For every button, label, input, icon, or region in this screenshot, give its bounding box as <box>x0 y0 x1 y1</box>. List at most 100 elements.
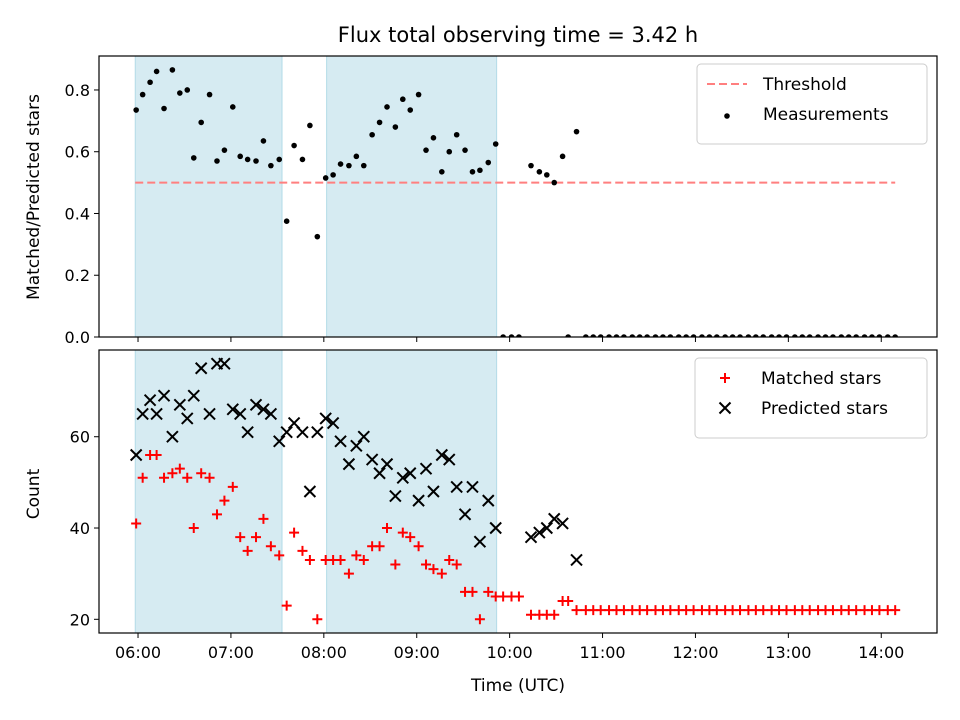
matched-star-point <box>405 532 416 543</box>
measurement-point <box>884 334 891 337</box>
measurement-point <box>536 168 543 175</box>
bottom-panel: 20 40 60 06:00 07:00 08:00 09:00 10:00 11:00 12:0… <box>70 349 938 662</box>
predicted-star-point <box>443 453 456 466</box>
predicted-star-point <box>334 435 347 448</box>
measurement-point <box>706 334 713 337</box>
matched-star-point <box>642 605 653 616</box>
measurement-point <box>446 148 453 155</box>
matched-star-point <box>297 545 308 556</box>
predicted-star-point <box>450 480 463 494</box>
measurement-point <box>776 334 782 337</box>
predicted-star-point <box>412 494 425 507</box>
bottom-legend-box <box>694 357 928 439</box>
matched-star-point <box>196 468 207 479</box>
measurement-point <box>745 334 752 337</box>
measurement-point <box>853 334 859 337</box>
measurement-point <box>508 334 515 337</box>
x-tick-label: 14:00 <box>858 643 904 662</box>
measurement-point <box>559 153 566 160</box>
predicted-star-point <box>181 412 194 425</box>
predicted-star-point <box>482 494 495 507</box>
matched-star-point <box>436 568 447 579</box>
bottom-series-predicted-stars <box>129 357 583 567</box>
matched-star-point <box>827 605 838 616</box>
matched-star-point <box>688 605 699 616</box>
bottom-y-axis-label: Count <box>24 468 44 519</box>
matched-star-point <box>289 527 300 538</box>
measurement-point <box>822 334 829 337</box>
measurement-point <box>291 142 297 149</box>
measurement-point <box>861 334 868 337</box>
matched-star-point <box>711 605 722 616</box>
measurement-point <box>190 155 197 161</box>
measurement-point <box>660 334 666 337</box>
matched-star-point <box>874 605 885 616</box>
predicted-star-point <box>194 362 208 375</box>
x-tick-label: 09:00 <box>394 643 440 662</box>
measurement-point <box>469 168 476 175</box>
predicted-star-point <box>303 485 317 498</box>
matched-star-point <box>483 586 494 597</box>
measurement-point <box>153 68 160 75</box>
matched-star-point <box>563 596 574 607</box>
measurement-point <box>415 91 422 98</box>
measurement-point <box>629 334 636 337</box>
measurement-point <box>690 334 697 337</box>
predicted-star-point <box>350 439 363 453</box>
measurement-point <box>369 131 375 138</box>
top-series-measurements <box>133 67 898 337</box>
top-axes-frame <box>98 55 938 338</box>
top-legend-box <box>696 63 928 145</box>
measurement-point <box>892 334 898 337</box>
x-tick-label: 10:00 <box>487 643 533 662</box>
predicted-star-point <box>280 425 293 439</box>
predicted-star-point <box>273 435 286 448</box>
bottom-axes-frame <box>98 349 938 634</box>
matched-star-point <box>182 472 193 483</box>
top-y-tick-label: 0.0 <box>65 328 90 347</box>
matched-star-point <box>242 545 253 556</box>
predicted-star-point <box>157 389 171 402</box>
matched-star-point <box>251 532 262 543</box>
predicted-star-point <box>524 530 538 544</box>
measurement-point <box>606 334 612 337</box>
predicted-star-point <box>203 407 216 421</box>
bottom-y-tick-label: 60 <box>70 428 90 447</box>
matched-star-point <box>549 609 560 620</box>
legend-matched-swatch <box>720 373 730 383</box>
measurement-point <box>838 334 845 337</box>
measurement-point <box>667 334 674 337</box>
measurement-point <box>299 156 306 163</box>
measurement-point <box>477 167 483 174</box>
measurement-point <box>221 147 228 153</box>
measurement-point <box>565 334 571 337</box>
bottom-series-matched-stars <box>131 449 901 625</box>
top-legend: Threshold Measurements <box>696 63 928 145</box>
measurement-point <box>597 334 604 337</box>
matched-star-point <box>390 559 401 570</box>
measurement-point <box>613 334 620 337</box>
measurement-point <box>439 168 445 175</box>
top-shaded-interval-0 <box>134 56 283 337</box>
matched-star-point <box>343 568 354 579</box>
matched-star-point <box>174 463 185 474</box>
predicted-star-point <box>357 430 370 443</box>
measurement-point <box>161 105 167 112</box>
measurement-point <box>806 334 813 337</box>
measurement-point <box>253 158 259 164</box>
top-y-tick-label: 0.2 <box>65 266 90 285</box>
measurement-point <box>551 179 558 186</box>
top-shaded-interval-1 <box>326 56 498 337</box>
matched-star-point <box>665 605 676 616</box>
predicted-star-point <box>389 489 402 503</box>
matched-star-point <box>351 550 362 561</box>
plot-layer: 0.0 0.2 0.4 0.6 0.8 Threshold Measurements 20 40… <box>65 55 938 662</box>
measurement-point <box>322 175 329 181</box>
measurement-point <box>783 334 790 337</box>
measurement-point <box>768 334 775 337</box>
matched-star-point <box>421 559 432 570</box>
predicted-star-point <box>226 403 239 416</box>
predicted-star-point <box>143 394 157 407</box>
measurement-point <box>516 334 522 337</box>
legend-label: Predicted stars <box>761 399 888 419</box>
